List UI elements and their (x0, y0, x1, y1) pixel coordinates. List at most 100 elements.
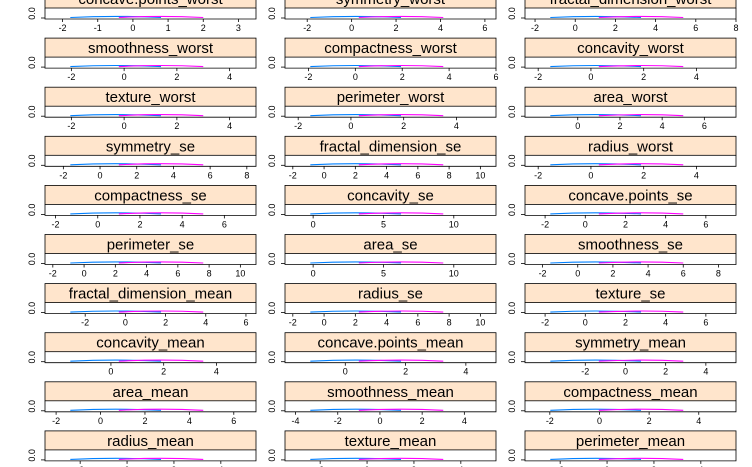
x-tick-label: 2 (174, 72, 179, 82)
strip-label: area_worst (593, 89, 668, 106)
density-curve-2 (358, 261, 444, 264)
x-tick-label: 0 (588, 170, 593, 180)
x-tick-label: 4 (454, 121, 459, 131)
x-tick-label: 0 (130, 23, 135, 33)
panel-fractal-dimension-mean: fractal_dimension_mean 0.0 -2 0 2 4 6 (27, 283, 257, 328)
x-tick-label: 4 (653, 23, 658, 33)
y-tick-label: 0.0 (27, 56, 37, 69)
x-tick-label: 2 (651, 465, 656, 467)
density-curve-2 (598, 310, 684, 313)
plot-frame (524, 400, 737, 413)
density-curve-2 (598, 163, 684, 166)
strip-background (524, 0, 737, 9)
density-curve-1 (550, 212, 642, 215)
y-tick-label: 0.0 (267, 204, 277, 217)
x-tick-label: 2 (161, 367, 166, 377)
panel-concave-points-mean: concave.points_mean 0.0 0 2 4 (267, 332, 497, 377)
x-tick-label: -2 (289, 318, 297, 328)
panel-smoothness-se: smoothness_se 0.0 -2 0 2 4 6 8 (507, 234, 737, 279)
strip-background (44, 86, 257, 107)
x-tick-label: 2 (163, 318, 168, 328)
strip-background (524, 135, 737, 156)
density-curve-2 (118, 359, 204, 362)
x-tick-label: -2 (81, 318, 89, 328)
strip-background (44, 381, 257, 402)
x-tick-label: -2 (49, 269, 57, 279)
x-tick-label: 2 (610, 269, 615, 279)
panel-perimeter-mean: perimeter_mean 0.0 -2 0 2 4 (507, 430, 737, 467)
density-curve-1 (310, 114, 402, 117)
x-tick-label: 6 (703, 318, 708, 328)
density-curve-1 (550, 114, 642, 117)
strip-label: symmetry_mean (575, 335, 686, 352)
strip-label: radius_worst (588, 138, 674, 155)
plot-frame (524, 449, 737, 462)
y-tick-label: 0.0 (267, 449, 277, 462)
y-tick-label: 0.0 (27, 449, 37, 462)
strip-background (524, 283, 737, 304)
density-curve-2 (358, 163, 444, 166)
strip-background (284, 430, 497, 451)
x-tick-label: -2 (303, 23, 311, 33)
strip-background (284, 283, 497, 304)
strip-label: concave.points_mean (318, 335, 464, 352)
y-tick-label: 0.0 (507, 253, 517, 266)
y-tick-label: 0.0 (507, 56, 517, 69)
x-tick-label: -1 (94, 23, 102, 33)
strip-label: symmetry_worst (336, 0, 446, 8)
x-tick-label: -2 (534, 170, 542, 180)
panel-perimeter-se: perimeter_se 0.0 -2 0 2 4 6 8 10 (27, 234, 257, 279)
strip-background (524, 184, 737, 205)
x-tick-label: -2 (52, 219, 60, 229)
x-tick-label: -2 (539, 269, 547, 279)
panel-concavity-mean: concavity_mean 0.0 0 2 4 (27, 332, 257, 377)
x-tick-label: 10 (475, 170, 485, 180)
strip-label: texture_worst (105, 89, 196, 106)
strip-background (524, 430, 737, 451)
strip-background (524, 332, 737, 353)
density-curve-2 (598, 15, 684, 19)
x-tick-label: 0 (322, 170, 327, 180)
strip-label: concavity_mean (96, 335, 204, 352)
density-curve-1 (310, 212, 402, 215)
x-tick-label: -2 (67, 121, 75, 131)
panel-fractal-dimension-se: fractal_dimension_se 0.0 -2 0 2 4 6 8 10 (267, 135, 497, 180)
plot-frame (284, 155, 497, 167)
strip-background (284, 135, 497, 156)
y-tick-label: 0.0 (507, 7, 517, 20)
plot-frame (524, 253, 737, 265)
y-tick-label: 0.0 (27, 400, 37, 413)
x-tick-label: -2 (316, 465, 324, 467)
density-curve-2 (598, 114, 684, 117)
strip-label: texture_mean (345, 433, 437, 450)
x-tick-label: -2 (52, 416, 60, 426)
strip-label: compactness_mean (563, 384, 697, 401)
x-tick-label: 0 (125, 465, 130, 467)
plot-frame (44, 8, 257, 20)
strip-label: texture_se (595, 286, 665, 303)
density-curve-1 (70, 310, 162, 313)
y-tick-label: 0.0 (507, 155, 517, 168)
density-curve-1 (550, 163, 642, 166)
x-tick-label: 6 (415, 170, 420, 180)
density-curve-2 (598, 212, 684, 215)
y-tick-label: 0.0 (507, 351, 517, 364)
density-curve-1 (550, 408, 642, 411)
x-tick-label: 0 (575, 121, 580, 131)
x-tick-label: 5 (381, 219, 386, 229)
plot-frame (524, 155, 737, 167)
density-curve-2 (118, 261, 204, 264)
plot-frame (44, 400, 257, 413)
density-curve-1 (310, 163, 402, 166)
density-curve-1 (70, 261, 162, 264)
plot-frame (44, 449, 257, 462)
density-curve-1 (310, 457, 402, 460)
strip-label: radius_se (358, 286, 423, 303)
x-tick-label: 0 (588, 72, 593, 82)
x-tick-label: 4 (646, 269, 651, 279)
x-tick-label: 2 (394, 23, 399, 33)
y-tick-label: 0.0 (27, 204, 37, 217)
strip-background (284, 381, 497, 402)
x-tick-label: 4 (180, 219, 185, 229)
